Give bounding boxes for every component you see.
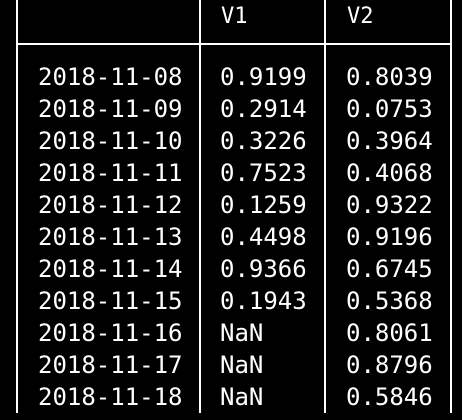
row-v2: 0.6745 [346, 255, 433, 283]
row-v1: 0.9199 [220, 63, 307, 91]
row-v2: 0.4068 [346, 159, 433, 187]
row-v1: NaN [220, 383, 264, 411]
row-date: 2018-11-10 [38, 127, 183, 155]
row-v1: NaN [220, 319, 264, 347]
row-date: 2018-11-08 [38, 63, 183, 91]
column-divider-left [16, 0, 18, 413]
row-v2: 0.8796 [346, 351, 433, 379]
row-v1: 0.3226 [220, 127, 307, 155]
row-date: 2018-11-16 [38, 319, 183, 347]
row-date: 2018-11-17 [38, 351, 183, 379]
row-v2: 0.5846 [346, 383, 433, 411]
row-date: 2018-11-18 [38, 383, 183, 411]
column-header-v1: V1 [221, 4, 248, 29]
row-date: 2018-11-13 [38, 223, 183, 251]
row-date: 2018-11-12 [38, 191, 183, 219]
row-v1: 0.1943 [220, 287, 307, 315]
row-v2: 0.0753 [346, 95, 433, 123]
row-v2: 0.9322 [346, 191, 433, 219]
row-date: 2018-11-14 [38, 255, 183, 283]
row-v1: 0.2914 [220, 95, 307, 123]
row-v1: 0.9366 [220, 255, 307, 283]
row-v1: NaN [220, 351, 264, 379]
column-divider-v2 [324, 0, 326, 413]
row-date: 2018-11-11 [38, 159, 183, 187]
column-header-v2: V2 [347, 4, 374, 29]
row-v2: 0.5368 [346, 287, 433, 315]
column-divider-v1 [199, 0, 201, 413]
row-v1: 0.7523 [220, 159, 307, 187]
header-divider [16, 43, 452, 45]
row-date: 2018-11-09 [38, 95, 183, 123]
row-v1: 0.1259 [220, 191, 307, 219]
row-date: 2018-11-15 [38, 287, 183, 315]
row-v2: 0.9196 [346, 223, 433, 251]
row-v1: 0.4498 [220, 223, 307, 251]
row-v2: 0.8061 [346, 319, 433, 347]
column-divider-right [450, 0, 452, 413]
row-v2: 0.3964 [346, 127, 433, 155]
row-v2: 0.8039 [346, 63, 433, 91]
